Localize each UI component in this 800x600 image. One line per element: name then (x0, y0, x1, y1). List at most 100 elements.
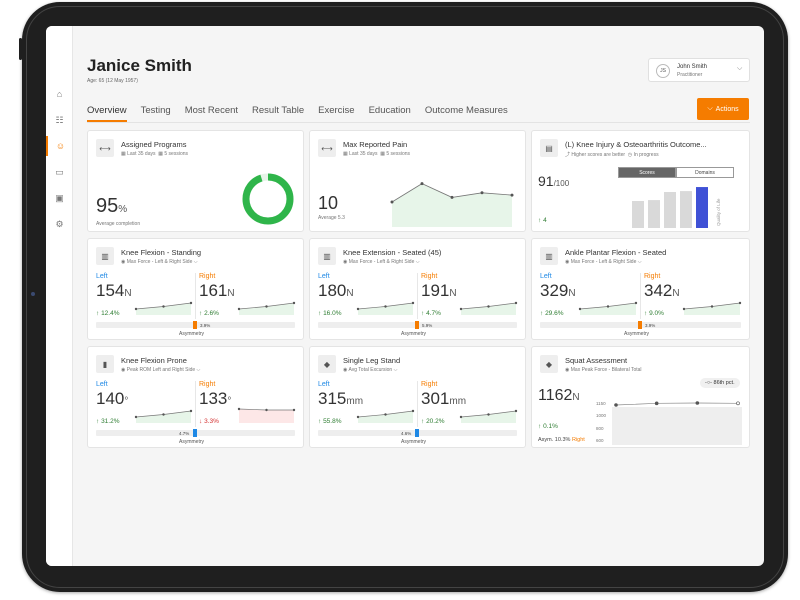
left-label: Left (96, 273, 108, 280)
avatar: JS (656, 64, 670, 78)
sparkline-point (682, 307, 686, 311)
card-single-leg-stand[interactable]: ◆ Single Leg Stand ◉ Avg Total Excursion ⌵… (309, 346, 526, 448)
tab-testing[interactable]: Testing (140, 105, 171, 116)
patient-name: Janice Smith (87, 56, 192, 75)
left-value: 329N (540, 281, 576, 300)
patient-age: Age: 65 (12 May 1957) (87, 78, 138, 84)
pain-point (420, 182, 424, 186)
user-name: John Smith (677, 64, 708, 70)
segment-scores[interactable]: Scores (618, 167, 676, 178)
left-change: ↑ 12.4% (96, 310, 120, 317)
patients-icon[interactable]: ☷ (55, 114, 64, 125)
card-title: Ankle Plantar Flexion - Seated (565, 248, 667, 257)
sparkline-point (384, 305, 387, 308)
tab-overview[interactable]: Overview (87, 104, 127, 122)
pain-value: 10 (318, 193, 339, 213)
segment-domains[interactable]: Domains (676, 167, 734, 178)
squat-point (695, 401, 700, 405)
card-knee-extension-seated[interactable]: ▥ Knee Extension - Seated (45) ◉ Max Force… (309, 238, 526, 340)
card-meta: ◉ Max Force - Left & Right Side ⌵ (121, 259, 198, 265)
patient-profile-icon[interactable]: ☺ (46, 136, 73, 156)
side-divider (195, 381, 196, 427)
clipboard-icon: ▤ (540, 139, 558, 157)
user-menu[interactable]: JS John Smith Practitioner ⌵ (648, 58, 750, 82)
actions-button[interactable]: ⌵ Actions (697, 98, 749, 120)
card-koos[interactable]: ▤ (L) Knee Injury & Osteoarthritis Outco… (531, 130, 750, 232)
left-value: 315mm (318, 389, 364, 408)
sparkline-point (606, 305, 610, 308)
right-label: Right (421, 381, 438, 388)
koos-bar (632, 201, 644, 228)
sparkline-area (684, 303, 740, 315)
card-knee-flexion-prone[interactable]: ▮ Knee Flexion Prone ◉ Peak ROM Left and R… (87, 346, 304, 448)
right-change: ↑ 2.6% (199, 310, 219, 317)
card-meta: ▦ Last 35 days ▦ 5 sessions (343, 151, 411, 157)
test-icon: ▥ (318, 247, 336, 265)
card-knee-flexion-standing[interactable]: ▥ Knee Flexion - Standing ◉ Max Force - Le… (87, 238, 304, 340)
sparkline-point (578, 307, 582, 311)
sparkline-point (237, 307, 241, 311)
card-squat-assessment[interactable]: ◆ Squat Assessment ◉ Max Peak Force - Bi… (531, 346, 750, 448)
asymmetry-value: 4.7% (179, 431, 190, 436)
card-assigned-programs[interactable]: ⟷ Assigned Programs ▦ Last 35 days ▦ 5 s… (87, 130, 304, 232)
trend-sparkline (356, 301, 415, 315)
card-meta: ◉ Peak ROM Left and Right Side ⌵ (121, 367, 201, 373)
completion-caption: Average completion (96, 221, 141, 227)
asymmetry-label: Asymmetry (179, 439, 204, 445)
pain-average: Average 5.3 (318, 215, 345, 221)
card-title: Squat Assessment (565, 356, 628, 365)
trend-sparkline (237, 301, 296, 315)
card-max-reported-pain[interactable]: ⟷ Max Reported Pain ▦ Last 35 days ▦ 5 s… (309, 130, 526, 232)
completion-donut (242, 173, 294, 225)
completion-value: 95% (96, 195, 128, 217)
main-content: Janice Smith Age: 65 (12 May 1957) JS Jo… (73, 26, 764, 566)
tick-label: 1150 (596, 401, 606, 406)
tab-exercise[interactable]: Exercise (318, 105, 355, 116)
sparkline-area (461, 303, 516, 315)
squat-asymmetry: Asym. 10.3% Right (538, 437, 585, 443)
tab-education[interactable]: Education (368, 105, 411, 116)
left-value: 140° (96, 389, 129, 408)
tablet-camera (31, 292, 35, 296)
pain-point (480, 191, 484, 195)
card-meta: ◉ Max Force - Left & Right Side ⌵ (565, 259, 642, 265)
card-title: Knee Flexion Prone (121, 356, 187, 365)
asymmetry-label: Asymmetry (179, 331, 204, 337)
sparkline-point (162, 413, 165, 416)
left-change: ↑ 16.0% (318, 310, 342, 317)
sparkline-point (237, 407, 241, 411)
asymmetry-value: 3.9% (645, 323, 656, 328)
asymmetry-value: 5.9% (422, 323, 433, 328)
trend-sparkline (682, 301, 742, 315)
asymmetry-marker (415, 429, 419, 437)
pain-point (510, 193, 514, 197)
sparkline-point (384, 413, 387, 416)
tab-outcome-measures[interactable]: Outcome Measures (424, 105, 508, 116)
asymmetry-marker (638, 321, 642, 329)
left-label: Left (318, 273, 330, 280)
settings-icon[interactable]: ⚙ (55, 218, 64, 229)
card-title: Knee Flexion - Standing (121, 248, 202, 257)
asymmetry-label: Asymmetry (401, 331, 426, 337)
sparkline-point (189, 409, 193, 413)
card-ankle-plantar-flexion[interactable]: ▥ Ankle Plantar Flexion - Seated ◉ Max For… (531, 238, 750, 340)
card-meta: ▦ Last 35 days ▦ 5 sessions (121, 151, 189, 157)
left-change: ↑ 31.2% (96, 418, 120, 425)
squat-band (612, 407, 742, 445)
left-label: Left (540, 273, 552, 280)
sparkline-area (358, 411, 413, 423)
pain-point (390, 200, 394, 204)
home-icon[interactable]: ⌂ (56, 89, 63, 99)
card-title: Knee Extension - Seated (45) (343, 248, 442, 257)
chevron-down-icon: ⌵ (737, 65, 743, 72)
calendar-icon[interactable]: ▣ (55, 192, 64, 203)
sparkline-point (710, 305, 714, 308)
koos-bar (648, 200, 660, 228)
tab-most-recent[interactable]: Most Recent (184, 105, 239, 116)
messages-icon[interactable]: ▭ (55, 166, 64, 177)
card-title: Single Leg Stand (343, 356, 401, 365)
tab-result-table[interactable]: Result Table (252, 105, 305, 116)
koos-score: 91/100 (538, 173, 570, 189)
squat-change: ↑ 0.1% (538, 423, 558, 430)
asymmetry-value: 3.9% (200, 323, 211, 328)
